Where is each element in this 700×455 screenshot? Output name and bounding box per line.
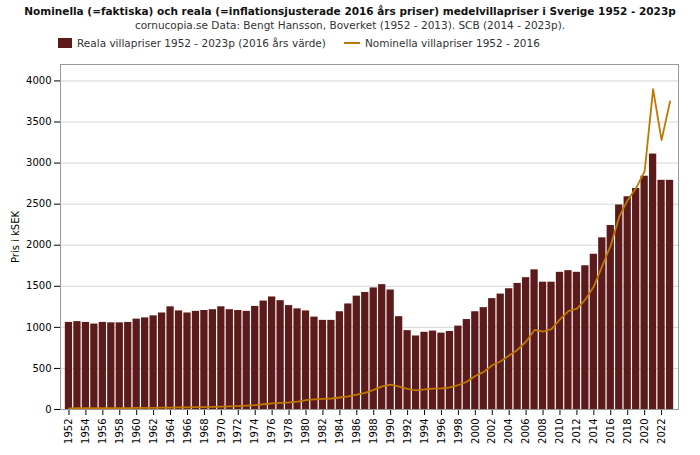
svg-text:1962: 1962 (148, 419, 159, 444)
svg-text:2018: 2018 (622, 419, 633, 444)
svg-text:2006: 2006 (520, 419, 531, 444)
svg-text:2500: 2500 (26, 198, 51, 209)
svg-text:1970: 1970 (216, 419, 227, 444)
svg-text:1960: 1960 (131, 419, 142, 444)
html-text:cornucopia.se Data: Bengt Hans: cornucopia.se Data: Bengt Hansson, Bover… (134, 19, 566, 31)
svg-text:2004: 2004 (503, 419, 514, 444)
svg-text:2016: 2016 (605, 419, 616, 444)
svg-text:2000: 2000 (470, 419, 481, 444)
svg-text:1954: 1954 (80, 419, 91, 444)
svg-text:1992: 1992 (402, 419, 413, 444)
svg-text:2012: 2012 (571, 419, 582, 444)
svg-text:1982: 1982 (317, 419, 328, 444)
svg-text:1500: 1500 (26, 280, 51, 291)
svg-text:1990: 1990 (385, 419, 396, 444)
html-text:Nominella villapriser 1952 - 2: Nominella villapriser 1952 - 2016 (364, 37, 540, 49)
svg-text:1966: 1966 (182, 419, 193, 444)
svg-text:1974: 1974 (249, 419, 260, 444)
html-text:Reala villapriser 1952 - 2023p: Reala villapriser 1952 - 2023p (2016 års… (77, 37, 326, 49)
svg-text:1986: 1986 (351, 419, 362, 444)
svg-text:2022: 2022 (656, 419, 667, 444)
svg-text:1964: 1964 (165, 419, 176, 444)
svg-text:2008: 2008 (537, 419, 548, 444)
svg-text:3500: 3500 (26, 116, 51, 127)
html-text:Nominella (=faktiska) och real: Nominella (=faktiska) och reala (=inflat… (24, 5, 676, 17)
svg-text:1958: 1958 (114, 419, 125, 444)
svg-text:4000: 4000 (26, 75, 51, 86)
svg-text:1994: 1994 (419, 419, 430, 444)
svg-text:Pris i kSEK: Pris i kSEK (10, 211, 21, 264)
svg-text:2002: 2002 (486, 419, 497, 444)
svg-text:1980: 1980 (300, 419, 311, 444)
svg-text:2020: 2020 (639, 419, 650, 444)
svg-text:1978: 1978 (283, 419, 294, 444)
svg-text:500: 500 (32, 363, 51, 374)
svg-text:1996: 1996 (436, 419, 447, 444)
svg-text:1988: 1988 (368, 419, 379, 444)
svg-text:1976: 1976 (266, 419, 277, 444)
svg-text:1972: 1972 (232, 419, 243, 444)
svg-text:1998: 1998 (453, 419, 464, 444)
svg-text:1968: 1968 (199, 419, 210, 444)
svg-text:2010: 2010 (554, 419, 565, 444)
svg-text:3000: 3000 (26, 157, 51, 168)
svg-text:0: 0 (45, 404, 51, 415)
svg-text:1000: 1000 (26, 322, 51, 333)
svg-text:1984: 1984 (334, 419, 345, 444)
svg-text:1952: 1952 (63, 419, 74, 444)
svg-text:2000: 2000 (26, 239, 51, 250)
svg-text:1956: 1956 (97, 419, 108, 444)
svg-text:2014: 2014 (588, 419, 599, 444)
